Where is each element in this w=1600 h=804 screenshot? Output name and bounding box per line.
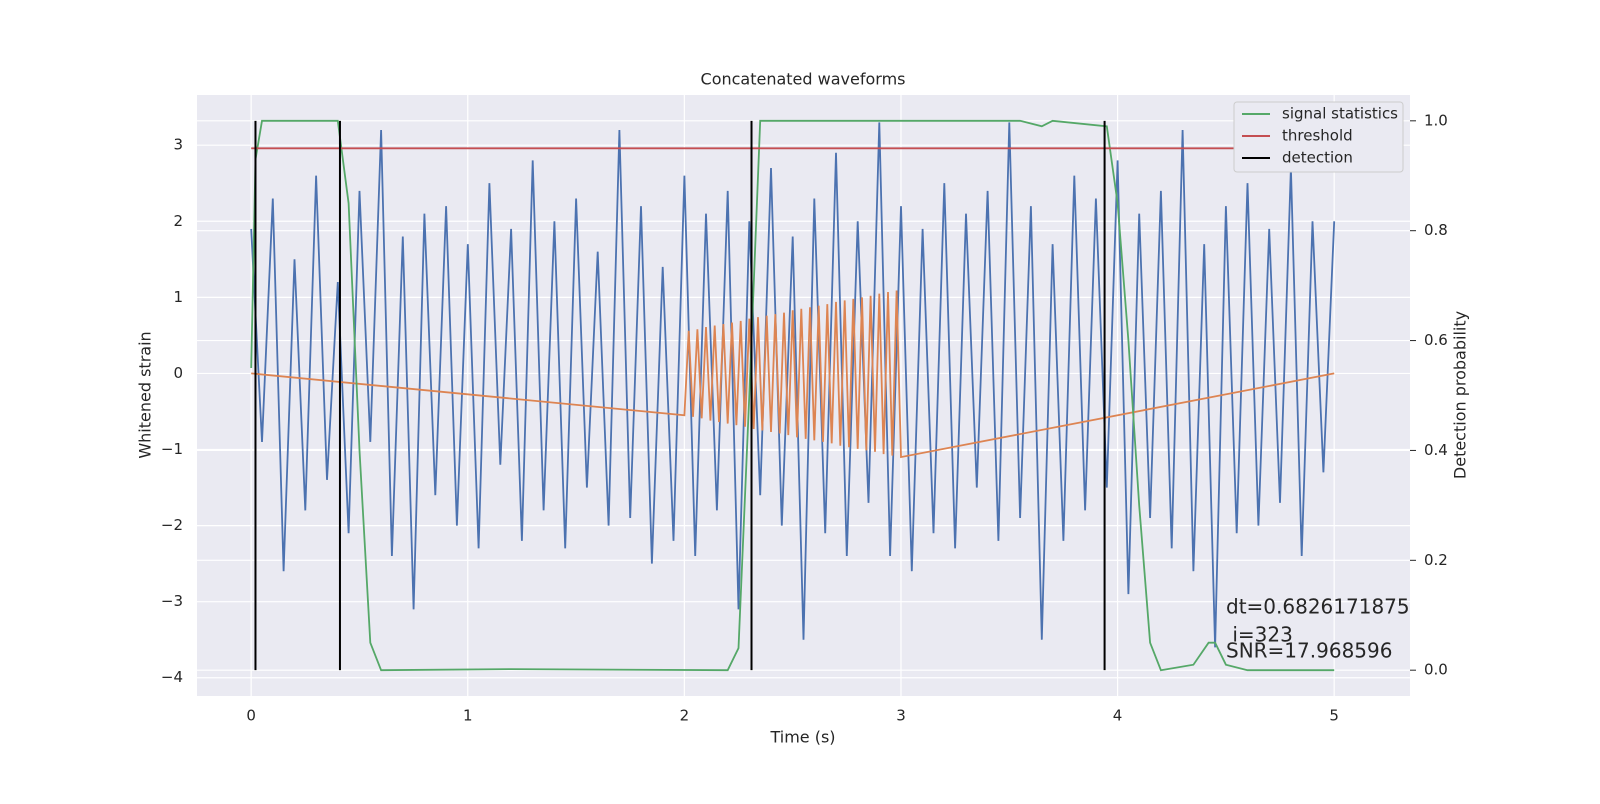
y-tick-label: 2 <box>173 212 183 230</box>
x-tick-label: 4 <box>1113 707 1123 725</box>
y2-tick-label: 1.0 <box>1424 111 1448 129</box>
y-axis-label: Whitened strain <box>136 331 155 458</box>
y-tick-label: −1 <box>161 440 183 458</box>
legend-label: signal statistics <box>1282 105 1398 123</box>
chart-title: Concatenated waveforms <box>701 70 906 89</box>
y-tick-label: 0 <box>173 364 183 382</box>
annotation: i=323 <box>1226 623 1293 647</box>
y2-axis-label: Detection probability <box>1451 311 1470 479</box>
y-tick-label: 3 <box>173 136 183 154</box>
x-tick-label: 0 <box>246 707 256 725</box>
x-axis-label: Time (s) <box>769 728 835 747</box>
y2-tick-label: 0.2 <box>1424 551 1448 569</box>
legend-label: threshold <box>1282 127 1353 145</box>
y-tick-label: −4 <box>161 668 183 686</box>
y-tick-label: −2 <box>161 516 183 534</box>
y-tick-label: 1 <box>173 288 183 306</box>
y2-tick-label: 0.6 <box>1424 331 1448 349</box>
legend-label: detection <box>1282 149 1353 167</box>
legend: signal statistics threshold detection <box>1233 101 1404 173</box>
series-line <box>250 119 1335 672</box>
series-line <box>251 290 1335 459</box>
y2-tick-label: 0.0 <box>1424 661 1448 679</box>
legend-box <box>1233 101 1404 173</box>
y2-tick-label: 0.8 <box>1424 221 1448 239</box>
x-tick-label: 5 <box>1329 707 1339 725</box>
y2-tick-label: 0.4 <box>1424 441 1448 459</box>
y-tick-label: −3 <box>161 592 183 610</box>
annotation: dt=0.6826171875 <box>1226 595 1410 619</box>
x-tick-label: 1 <box>463 707 473 725</box>
x-tick-label: 3 <box>896 707 906 725</box>
x-tick-label: 2 <box>680 707 690 725</box>
annotation: SNR=17.968596 <box>1226 639 1392 663</box>
